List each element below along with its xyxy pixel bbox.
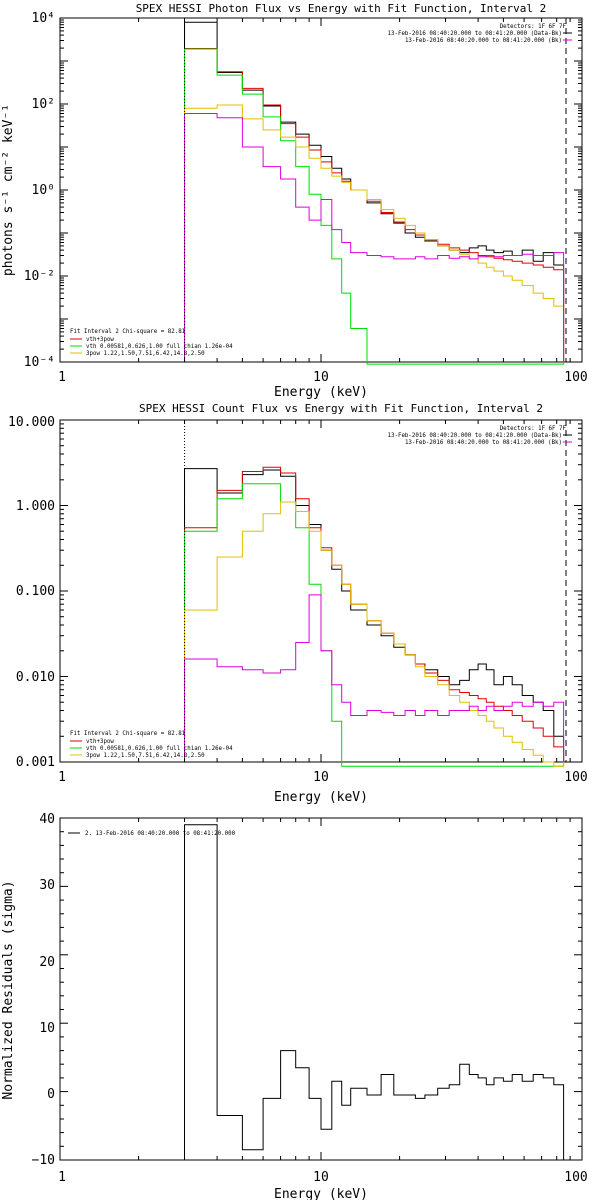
photon-fit-legend-total: vth+3pow — [86, 337, 114, 343]
photon-ticks-group — [59, 18, 582, 363]
count-fit-legend-powerlaw: 3pow 1.22,1.50,7.51,6.42,14.8,2.50 — [86, 753, 205, 759]
count-xtick-10: 10 — [313, 770, 329, 785]
photon-series-group — [184, 21, 565, 365]
photon-ytick-1e0: 10⁰ — [32, 183, 55, 198]
count-ytick-1.000: 1.000 — [16, 499, 55, 514]
photon-xtick-10: 10 — [313, 370, 329, 385]
series-observed — [184, 21, 565, 362]
series-observed — [184, 824, 565, 1160]
count-chart-title: SPEX HESSI Count Flux vs Energy with Fit… — [139, 402, 543, 415]
count-ytick-10.000: 10.000 — [8, 415, 55, 430]
photon-detectors-label: Detectors: 1F 6F 7F — [500, 24, 567, 30]
series-background — [184, 594, 565, 762]
photon-ytick-1e-2: 10⁻² — [24, 269, 55, 284]
photon-plot-frame — [59, 17, 583, 363]
series-observed — [184, 468, 565, 762]
count-legend-data-bk: 13-Feb-2016 08:40:20.000 to 08:41:20.000… — [387, 433, 562, 439]
photon-xtick-1: 1 — [58, 370, 66, 385]
series-powerlaw — [184, 104, 565, 362]
series-total — [184, 466, 565, 762]
residuals-ytick-10: 10 — [39, 1021, 55, 1036]
residuals-ticks-group — [59, 817, 582, 1161]
residuals-xtick-10: 10 — [313, 1170, 329, 1185]
photon-ytick-1e4: 10⁴ — [32, 11, 55, 26]
photon-y-axis-label: photons s⁻¹ cm⁻² keV⁻¹ — [1, 104, 16, 276]
count-fit-header: Fit Interval 2 Chi-square = 82.81 — [70, 731, 186, 737]
photon-legend-bk: 13-Feb-2016 08:40:20.000 to 08:41:20.000… — [405, 38, 562, 44]
residuals-ytick-30: 30 — [39, 878, 55, 893]
photon-legend-data-bk: 13-Feb-2016 08:40:20.000 to 08:41:20.000… — [387, 31, 562, 37]
residuals-ytick-20: 20 — [39, 955, 55, 970]
photon-fit-legend-thermal: vth 0.00581,0.626,1.00 full chian 1.26e-… — [86, 344, 233, 350]
residuals-ytick-m10: −10 — [32, 1153, 55, 1168]
count-ytick-0.010: 0.010 — [16, 670, 55, 685]
photon-ytick-1e2: 10² — [32, 97, 55, 112]
photon-fit-header: Fit Interval 2 Chi-square = 82.81 — [70, 329, 186, 335]
count-xtick-100: 100 — [564, 770, 587, 785]
photon-xtick-100: 100 — [564, 370, 587, 385]
count-ticks-group — [59, 420, 582, 763]
series-thermal — [184, 483, 565, 767]
count-ytick-0.001: 0.001 — [16, 755, 55, 770]
count-legend-bk: 13-Feb-2016 08:40:20.000 to 08:41:20.000… — [405, 440, 562, 446]
count-fit-legend-thermal: vth 0.00581,0.626,1.00 full chian 1.26e-… — [86, 746, 233, 752]
photon-flux-panel: SPEX HESSI Photon Flux vs Energy with Fi… — [1, 2, 588, 400]
series-total — [184, 48, 565, 362]
photon-chart-title: SPEX HESSI Photon Flux vs Energy with Fi… — [136, 2, 547, 15]
residuals-x-axis-label: Energy (keV) — [274, 1187, 368, 1200]
residuals-panel: 1 10 100 Energy (keV) Normalized Residua… — [1, 812, 588, 1200]
photon-fit-legend-powerlaw: 3pow 1.22,1.50,7.51,6.42,14.8,2.50 — [86, 351, 205, 357]
photon-x-axis-label: Energy (keV) — [274, 385, 368, 400]
residuals-legend-label: 2. 13-Feb-2016 08:40:20.000 to 08:41:20.… — [85, 831, 236, 837]
count-ytick-0.100: 0.100 — [16, 584, 55, 599]
residuals-ytick-0: 0 — [47, 1087, 55, 1102]
residuals-xtick-1: 1 — [58, 1170, 66, 1185]
residuals-series-group — [184, 824, 565, 1160]
series-powerlaw — [184, 501, 565, 767]
series-background — [184, 113, 565, 362]
residuals-xtick-100: 100 — [564, 1170, 587, 1185]
photon-ytick-1e-4: 10⁻⁴ — [24, 355, 55, 370]
residuals-y-axis-label: Normalized Residuals (sigma) — [1, 880, 16, 1099]
count-fit-legend-total: vth+3pow — [86, 739, 114, 745]
count-xtick-1: 1 — [58, 770, 66, 785]
series-thermal — [184, 48, 565, 365]
count-series-group — [184, 466, 565, 767]
count-detectors-label: Detectors: 1F 6F 7F — [500, 426, 567, 432]
residuals-ytick-40: 40 — [39, 812, 55, 827]
count-flux-panel: SPEX HESSI Count Flux vs Energy with Fit… — [8, 402, 588, 805]
count-x-axis-label: Energy (keV) — [274, 790, 368, 805]
